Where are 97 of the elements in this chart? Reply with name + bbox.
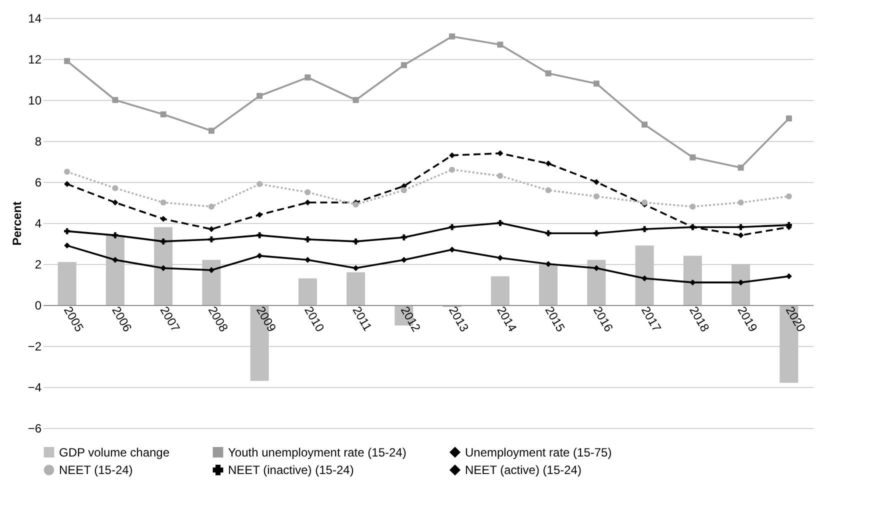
point — [64, 168, 70, 175]
point — [786, 273, 792, 280]
point — [738, 164, 744, 171]
point — [64, 58, 70, 64]
point — [545, 160, 552, 167]
point — [497, 42, 504, 48]
bar — [587, 260, 606, 305]
point — [352, 202, 359, 208]
point — [593, 80, 600, 87]
bar — [635, 246, 654, 305]
bar — [202, 260, 221, 305]
point — [642, 200, 648, 206]
point — [304, 236, 311, 242]
point — [593, 179, 600, 185]
point — [786, 193, 792, 200]
point — [449, 224, 456, 230]
legend-label: Youth unemployment rate (15-24) — [228, 445, 406, 460]
point — [400, 187, 407, 194]
legend-label: GDP volume change — [59, 445, 170, 460]
point — [112, 232, 118, 238]
point — [593, 265, 600, 272]
point — [400, 234, 407, 240]
bar — [346, 272, 366, 305]
y-tick-label: 10 — [28, 94, 42, 108]
point — [112, 200, 118, 206]
point — [208, 226, 214, 232]
point — [256, 212, 263, 218]
point — [690, 204, 696, 210]
point — [400, 256, 407, 263]
y-tick-label: −4 — [28, 380, 42, 394]
point — [256, 92, 263, 99]
legend-label: Unemployment rate (15-75) — [465, 445, 612, 460]
point — [593, 193, 600, 200]
point — [160, 200, 166, 206]
point — [352, 265, 359, 272]
y-tick-label: 14 — [28, 12, 42, 26]
y-tick-label: 12 — [28, 52, 42, 66]
point — [738, 200, 744, 206]
point — [64, 228, 70, 234]
point — [593, 230, 600, 236]
point — [497, 172, 504, 179]
y-tick-label: 6 — [34, 176, 42, 190]
bar — [732, 264, 750, 305]
point — [642, 275, 648, 282]
y-tick-label: 8 — [34, 134, 42, 148]
point — [304, 74, 311, 80]
point — [304, 189, 311, 196]
point — [738, 224, 744, 230]
point — [112, 97, 118, 103]
legend-label: NEET (15-24) — [59, 463, 133, 477]
point — [545, 230, 552, 236]
bar — [58, 262, 76, 305]
point — [64, 242, 70, 249]
point — [304, 256, 311, 263]
point — [160, 216, 166, 222]
point — [449, 246, 456, 253]
point — [449, 33, 456, 40]
point — [64, 181, 70, 188]
y-tick-label: −6 — [28, 422, 42, 436]
point — [160, 238, 166, 244]
point — [208, 128, 214, 134]
point — [497, 254, 504, 261]
y-tick-label: 0 — [34, 298, 42, 312]
point — [112, 256, 118, 263]
point — [256, 232, 263, 238]
point — [545, 70, 552, 76]
point — [112, 185, 118, 192]
point — [208, 236, 214, 242]
point — [352, 238, 359, 244]
point — [352, 97, 359, 103]
bar — [539, 264, 558, 305]
point — [160, 111, 166, 118]
point — [642, 226, 648, 232]
y-axis-title: Percent — [10, 201, 24, 246]
bar — [106, 235, 124, 305]
point — [497, 220, 504, 226]
point — [160, 265, 166, 272]
point — [642, 122, 648, 128]
point — [449, 166, 456, 173]
point — [545, 187, 552, 194]
y-tick-label: 2 — [34, 258, 42, 272]
point — [545, 261, 552, 267]
legend-label: NEET (active) (15-24) — [465, 463, 582, 477]
y-tick-label: −2 — [28, 340, 42, 354]
point — [786, 115, 792, 122]
point — [256, 181, 263, 188]
point — [208, 204, 214, 210]
legend-label: NEET (inactive) (15-24) — [228, 463, 354, 477]
bar — [154, 227, 173, 305]
point — [738, 232, 744, 238]
point — [400, 62, 407, 68]
bar — [683, 256, 702, 305]
bar — [490, 276, 510, 305]
point — [690, 154, 696, 160]
point — [256, 252, 263, 259]
y-tick-label: 4 — [34, 216, 42, 230]
bar — [298, 278, 317, 305]
